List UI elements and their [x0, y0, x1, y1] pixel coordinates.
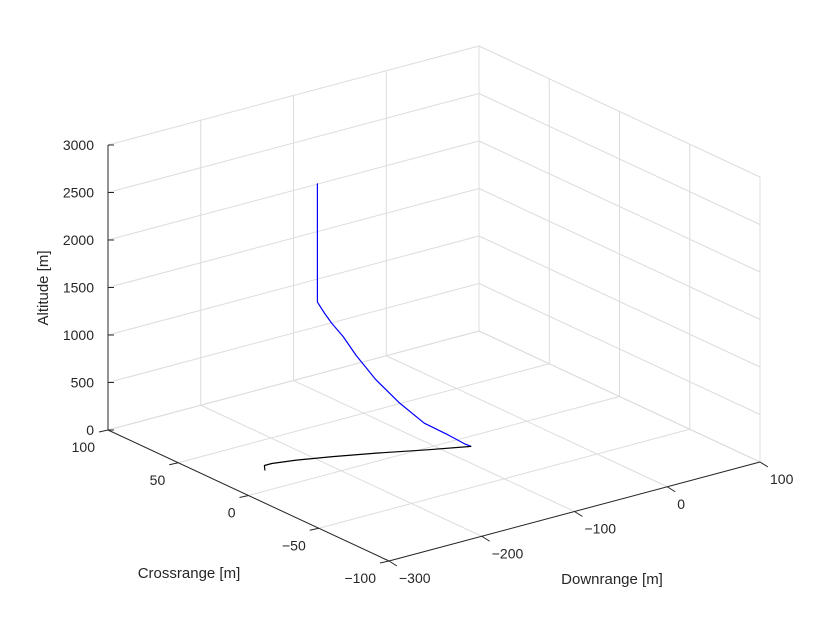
x-tick-mark	[388, 560, 398, 567]
z-tick-label: 500	[71, 375, 95, 391]
y-tick-label: 0	[228, 505, 236, 521]
y-tick-mark	[239, 495, 249, 498]
y-axis-label: Crossrange [m]	[138, 565, 241, 582]
back-wall-grid-line-z	[107, 283, 480, 383]
axis-layer	[98, 144, 769, 567]
tick-label-layer: −300−200−1000100−100−5005010005001000150…	[63, 137, 794, 586]
x-tick-label: −200	[492, 545, 524, 561]
floor-grid-line-y	[248, 396, 620, 496]
side-wall-grid-line-z	[478, 330, 761, 463]
y-tick-label: 50	[150, 472, 166, 488]
floor-grid-line-y	[318, 428, 690, 529]
back-wall-grid-line-z	[107, 235, 480, 336]
y-tick-mark	[309, 527, 319, 531]
side-wall-grid-line-z	[478, 283, 761, 415]
y-tick-mark	[169, 462, 179, 466]
y-tick-label: 100	[72, 439, 96, 455]
side-wall-grid-line-z	[478, 93, 761, 225]
y-tick-label: −50	[282, 537, 306, 553]
side-wall-grid-line-z	[478, 45, 761, 178]
floor-grid-line-y	[178, 363, 550, 464]
grid-layer	[107, 45, 761, 562]
y-tick-label: −100	[344, 570, 376, 586]
ground-track-line	[263, 445, 472, 471]
back-wall-grid-line-z	[107, 330, 480, 431]
y-tick-mark	[98, 429, 109, 433]
z-tick-label: 2500	[63, 185, 94, 201]
z-tick-label: 0	[86, 422, 94, 438]
descent-trajectory-line	[316, 183, 472, 447]
x-tick-label: 100	[770, 471, 794, 487]
z-axis-label: Altitude [m]	[35, 250, 52, 325]
x-axis-label: Downrange [m]	[561, 571, 663, 588]
x-tick-label: 0	[677, 496, 685, 512]
z-tick-label: 3000	[63, 137, 94, 153]
x-tick-label: −100	[585, 521, 617, 537]
x-tick-mark	[759, 461, 769, 468]
back-wall-grid-line-z	[107, 93, 480, 193]
z-tick-label: 2000	[63, 232, 94, 248]
side-wall-grid-line-z	[478, 140, 761, 273]
z-tick-label: 1500	[63, 280, 94, 296]
back-wall-grid-line-z	[107, 45, 480, 146]
x-tick-label: −300	[399, 570, 431, 586]
x-tick-mark	[666, 486, 676, 493]
y-tick-mark	[379, 560, 390, 564]
side-wall-grid-line-z	[478, 188, 761, 320]
z-tick-label: 1000	[63, 327, 94, 343]
x-tick-mark	[574, 511, 583, 517]
x-tick-mark	[481, 535, 491, 542]
series-layer	[263, 183, 472, 471]
back-wall-grid-line-z	[107, 140, 480, 241]
back-wall-grid-line-z	[107, 188, 480, 288]
side-wall-grid-line-z	[478, 235, 761, 368]
